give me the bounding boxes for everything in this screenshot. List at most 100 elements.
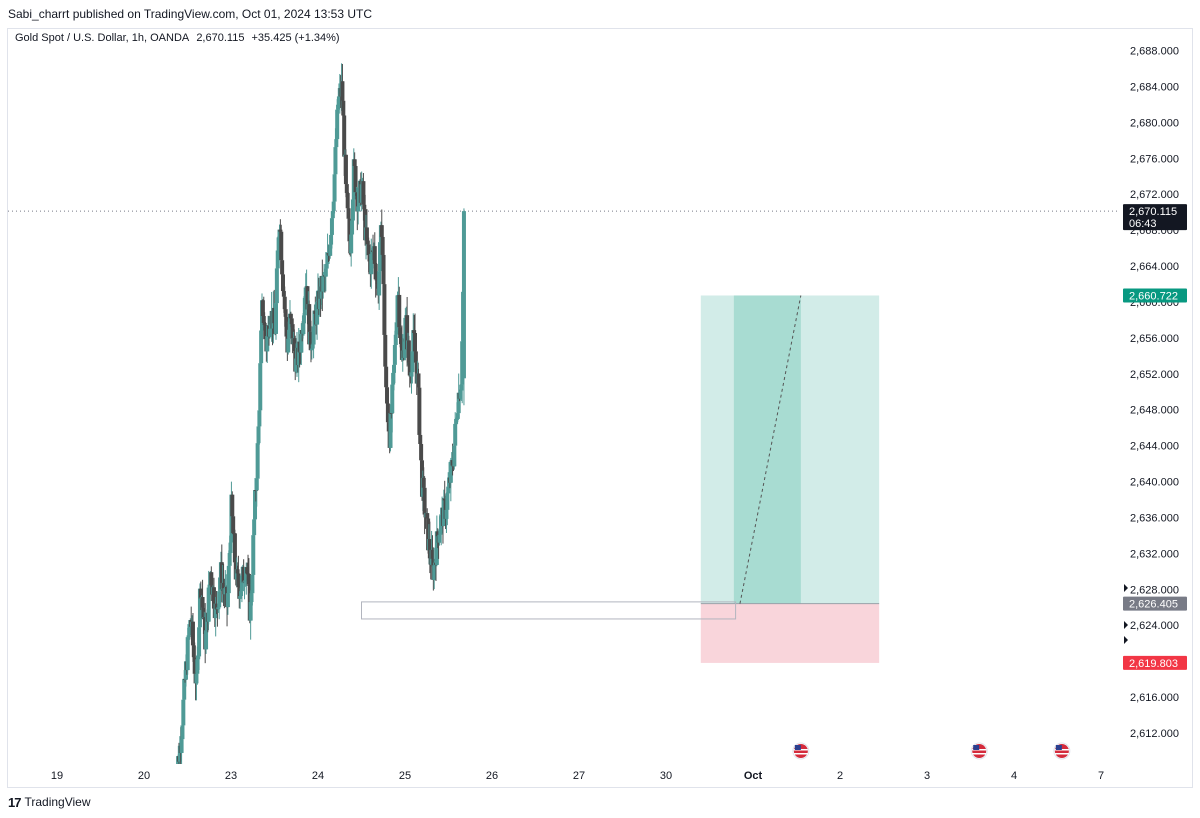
- candle-body: [456, 392, 461, 414]
- candle-body: [438, 529, 443, 535]
- candle-body: [308, 331, 313, 351]
- y-tick-label: 2,672.000: [1130, 189, 1179, 201]
- candle-body: [261, 316, 266, 323]
- candle-body: [405, 315, 410, 350]
- candle-body: [425, 513, 430, 519]
- candle-body: [215, 608, 220, 610]
- y-tick-label: 2,612.000: [1130, 728, 1179, 740]
- candle-body: [288, 313, 293, 319]
- candle-body: [217, 591, 222, 608]
- symbol-name: Gold Spot / U.S. Dollar, 1h, OANDA: [15, 32, 190, 44]
- candle-body: [173, 787, 177, 788]
- candle-body: [187, 624, 192, 636]
- x-tick-label: 25: [399, 770, 411, 782]
- candle-body: [216, 607, 221, 610]
- entry-price-badge-bg: [1123, 596, 1187, 611]
- candle-body: [385, 387, 390, 404]
- last-price: 2,670.115: [196, 32, 245, 44]
- candle-body: [369, 253, 374, 275]
- candle-body: [258, 363, 263, 411]
- candle-body: [389, 412, 394, 414]
- candle-body: [289, 318, 294, 325]
- chart-frame: [7, 28, 1193, 788]
- candle-body: [384, 366, 389, 388]
- tradingview-footer[interactable]: 17 TradingView: [8, 793, 91, 811]
- candle-body: [243, 580, 248, 582]
- candle-body: [249, 593, 254, 603]
- stop-price-badge-bg: [1123, 655, 1187, 670]
- axis-marker-icon: [1124, 636, 1128, 644]
- candle-body: [407, 362, 412, 376]
- candle-body: [281, 291, 286, 297]
- candle-body: [195, 659, 200, 674]
- candle-body: [372, 246, 377, 264]
- candle-body: [409, 372, 414, 377]
- axis-marker-icon: [1124, 621, 1128, 629]
- y-tick-label: 2,648.000: [1130, 405, 1179, 417]
- candle-body: [204, 630, 209, 650]
- candle-body: [194, 673, 199, 684]
- candle-body: [353, 165, 358, 193]
- candle-body: [379, 225, 384, 237]
- candle-body: [421, 477, 426, 488]
- us-flag-canton: [794, 745, 801, 750]
- x-tick-label: 30: [660, 770, 672, 782]
- candle-body: [276, 237, 281, 251]
- candle-body: [245, 567, 250, 574]
- candle-body: [267, 328, 272, 337]
- candle-body: [381, 254, 386, 285]
- candle-body: [343, 154, 348, 185]
- candle-body: [374, 279, 379, 281]
- candle-body: [309, 348, 314, 351]
- candle-body: [391, 372, 396, 385]
- candle-body: [410, 351, 415, 373]
- candle-body: [329, 234, 334, 245]
- us-flag-stripe: [793, 753, 808, 755]
- candle-body: [328, 244, 333, 256]
- y-tick-label: 2,652.000: [1130, 369, 1179, 381]
- candle-body: [231, 516, 236, 534]
- candle-body: [190, 621, 195, 646]
- candles: [173, 63, 466, 788]
- candle-body: [329, 218, 334, 235]
- candle-body: [185, 637, 190, 671]
- candle-body: [446, 486, 451, 494]
- brand-name: TradingView: [24, 795, 91, 809]
- candle-body: [191, 645, 196, 658]
- candle-body: [274, 268, 279, 304]
- candle-body: [432, 565, 437, 580]
- candle-body: [192, 657, 197, 674]
- x-tick-label: 20: [138, 770, 150, 782]
- candle-body: [397, 294, 402, 328]
- x-tick-label: 24: [312, 770, 324, 782]
- candle-body: [363, 209, 368, 241]
- candle-body: [370, 250, 375, 254]
- candle-body: [227, 553, 232, 566]
- y-tick-label: 2,676.000: [1130, 153, 1179, 165]
- candle-body: [419, 444, 424, 461]
- target-price-badge: 2,660.722: [1129, 290, 1178, 302]
- projection-line: [739, 295, 802, 604]
- candle-body: [209, 572, 214, 586]
- candle-body: [427, 539, 432, 559]
- us-flag-canton: [1055, 745, 1062, 750]
- candle-body: [305, 286, 310, 310]
- y-tick-label: 2,688.000: [1130, 46, 1179, 58]
- candle-body: [253, 490, 258, 520]
- candle-body: [422, 487, 427, 515]
- candle-body: [323, 268, 328, 277]
- x-tick-label: 19: [51, 770, 63, 782]
- candle-body: [290, 324, 295, 345]
- candle-body: [413, 351, 418, 363]
- candle-body: [296, 341, 301, 366]
- candle-body: [230, 494, 235, 517]
- candle-body: [459, 384, 464, 391]
- candle-body: [214, 603, 219, 609]
- x-tick-label: 26: [486, 770, 498, 782]
- y-tick-label: 2,640.000: [1130, 477, 1179, 489]
- candle-body: [325, 253, 330, 264]
- axis-marker-icon: [1124, 584, 1128, 592]
- candle-body: [406, 340, 411, 363]
- candle-body: [286, 338, 291, 353]
